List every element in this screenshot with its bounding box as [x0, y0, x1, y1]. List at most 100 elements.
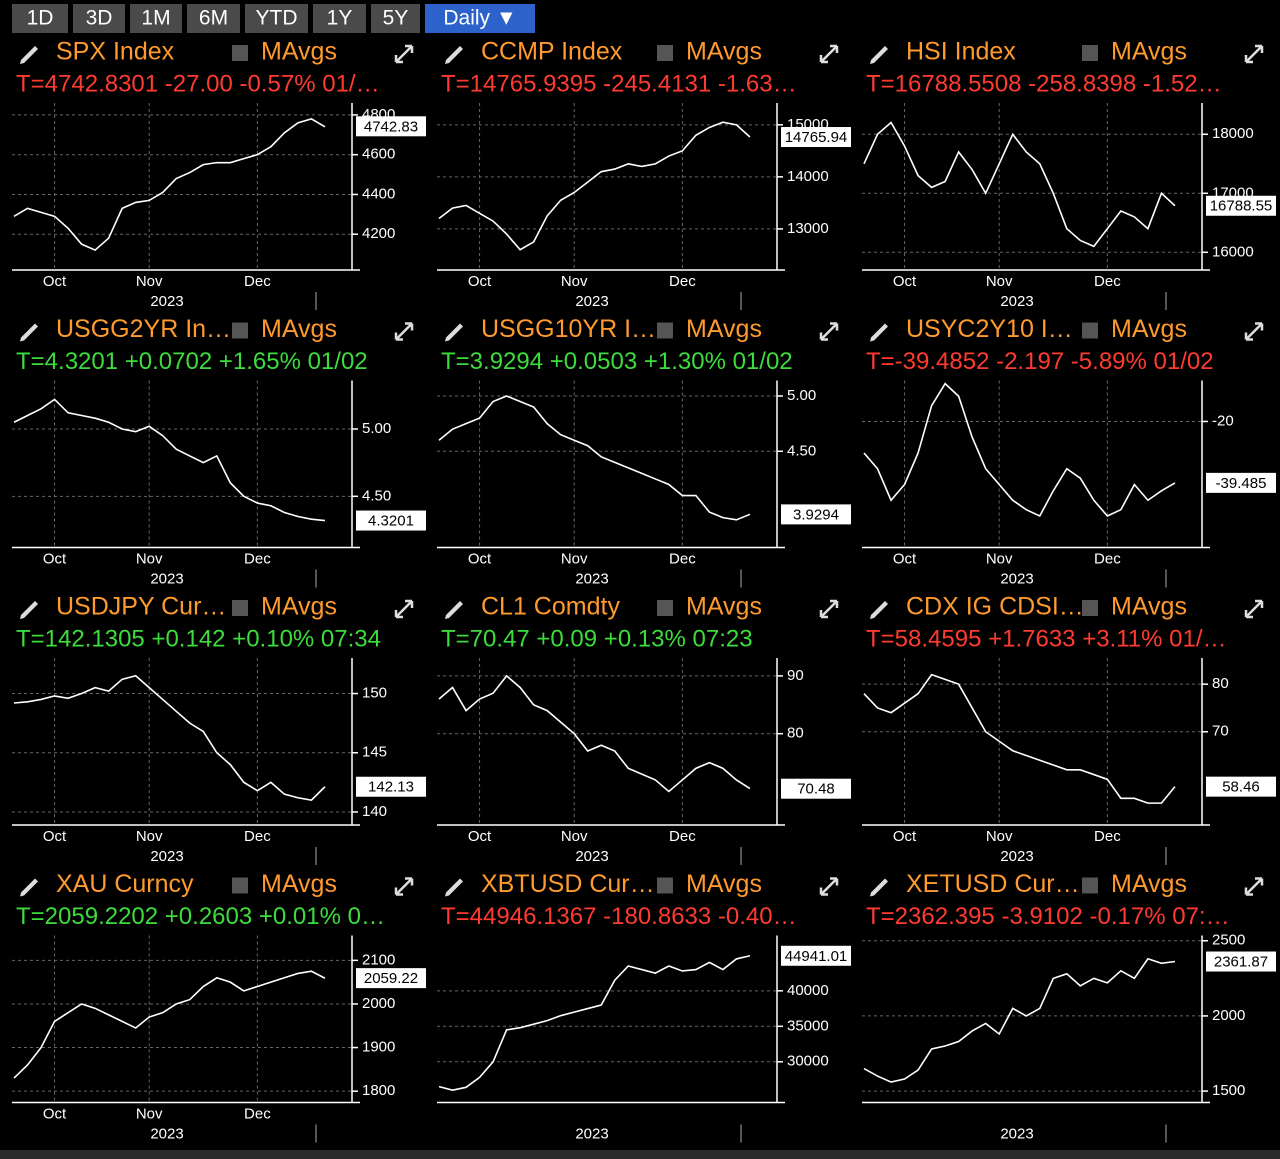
quote-line: T=4742.8301 -27.00 -0.57% 01/… [16, 70, 380, 97]
price-line [438, 955, 751, 1091]
mavgs-checkbox[interactable] [232, 45, 248, 61]
security-title: CCMP Index [481, 38, 623, 66]
last-price-box [781, 945, 851, 966]
quote-line: T=2362.395 -3.9102 -0.17% 07:… [866, 903, 1230, 930]
edit-icon[interactable] [870, 323, 888, 342]
expand-icon[interactable] [819, 322, 839, 341]
edit-icon[interactable] [20, 323, 38, 342]
y-tick-label: 2500 [1212, 932, 1245, 949]
mavgs-label[interactable]: MAvgs [1111, 593, 1187, 621]
toolbar-button[interactable] [187, 4, 240, 33]
mavgs-checkbox[interactable] [657, 877, 673, 894]
edit-icon[interactable] [20, 46, 38, 64]
edit-icon[interactable] [445, 601, 463, 619]
toolbar-button-label[interactable]: 6M [199, 7, 228, 30]
toolbar-button[interactable] [12, 4, 68, 33]
security-title: USGG10YR I… [481, 315, 656, 343]
price-line [863, 382, 1176, 518]
mavgs-checkbox[interactable] [657, 600, 673, 616]
mavgs-checkbox[interactable] [1082, 877, 1098, 894]
expand-icon[interactable] [1244, 599, 1264, 619]
mavgs-label[interactable]: MAvgs [686, 38, 762, 66]
mavgs-checkbox[interactable] [1082, 600, 1098, 616]
x-tick-label: Dec [669, 828, 696, 845]
toolbar-button-label[interactable]: 1M [141, 7, 170, 30]
x-tick-label: Oct [468, 273, 492, 290]
mavgs-label[interactable]: MAvgs [261, 593, 337, 621]
mavgs-checkbox[interactable] [232, 877, 248, 894]
x-tick-label: Nov [136, 550, 163, 567]
toolbar-button[interactable] [313, 4, 366, 33]
mavgs-label[interactable]: MAvgs [261, 870, 337, 898]
toolbar-button[interactable] [425, 4, 535, 33]
y-tick-label: 5.00 [787, 387, 816, 404]
expand-icon[interactable] [394, 877, 414, 896]
quote-line: T=14765.9395 -245.4131 -1.63… [441, 70, 797, 97]
edit-icon[interactable] [870, 46, 888, 64]
edit-icon[interactable] [445, 878, 463, 897]
last-price-box [1206, 195, 1276, 216]
x-tick-label: Dec [244, 273, 271, 290]
y-tick-label: 150 [362, 685, 387, 702]
edit-icon[interactable] [445, 323, 463, 342]
mavgs-checkbox[interactable] [232, 600, 248, 616]
last-price-box [781, 778, 851, 799]
toolbar-button-label[interactable]: Daily ▼ [443, 7, 516, 30]
price-line [438, 395, 751, 521]
expand-icon[interactable] [819, 877, 839, 896]
expand-icon[interactable] [394, 44, 414, 64]
mavgs-label[interactable]: MAvgs [261, 315, 337, 343]
toolbar-button-label[interactable]: 3D [86, 7, 113, 30]
expand-icon[interactable] [394, 599, 414, 619]
x-axis-year: 2023 [575, 570, 608, 587]
edit-icon[interactable] [20, 601, 38, 619]
toolbar-button[interactable] [371, 4, 420, 33]
edit-icon[interactable] [445, 46, 463, 64]
mavgs-label[interactable]: MAvgs [686, 593, 762, 621]
edit-icon[interactable] [870, 601, 888, 619]
x-tick-label: Nov [561, 828, 588, 845]
mavgs-label[interactable]: MAvgs [261, 38, 337, 66]
expand-icon[interactable] [819, 599, 839, 619]
quote-line: T=70.47 +0.09 +0.13% 07:23 [441, 625, 753, 652]
bottom-bar [0, 1150, 1280, 1159]
toolbar-button[interactable] [130, 4, 182, 33]
price-line [13, 970, 326, 1079]
mavgs-label[interactable]: MAvgs [686, 870, 762, 898]
mavgs-checkbox[interactable] [232, 322, 248, 339]
toolbar-button-label[interactable]: 5Y [383, 7, 409, 30]
expand-icon[interactable] [819, 44, 839, 64]
toolbar-button-label[interactable]: 1Y [327, 7, 353, 30]
x-axis-year: 2023 [575, 293, 608, 310]
mavgs-label[interactable]: MAvgs [1111, 38, 1187, 66]
edit-icon[interactable] [870, 878, 888, 897]
x-tick-label: Nov [136, 273, 163, 290]
toolbar-button[interactable] [245, 4, 308, 33]
mavgs-checkbox[interactable] [1082, 45, 1098, 61]
toolbar-button[interactable] [73, 4, 125, 33]
last-price-label: 14765.94 [785, 129, 848, 146]
mavgs-checkbox[interactable] [657, 45, 673, 61]
mavgs-label[interactable]: MAvgs [686, 315, 762, 343]
y-tick-label: 4400 [362, 185, 395, 202]
x-tick-label: Oct [468, 550, 492, 567]
x-tick-label: Nov [136, 1105, 163, 1122]
price-line [438, 121, 751, 251]
expand-icon[interactable] [394, 322, 414, 341]
y-tick-label: 4200 [362, 225, 395, 242]
mavgs-label[interactable]: MAvgs [1111, 870, 1187, 898]
y-tick-label: 40000 [787, 982, 829, 999]
x-tick-label: Dec [1094, 828, 1121, 845]
expand-icon[interactable] [1244, 322, 1264, 341]
mavgs-checkbox[interactable] [1082, 322, 1098, 339]
x-axis-year: 2023 [1000, 293, 1033, 310]
expand-icon[interactable] [1244, 877, 1264, 896]
mavgs-label[interactable]: MAvgs [1111, 315, 1187, 343]
x-tick-label: Oct [43, 550, 67, 567]
toolbar-button-label[interactable]: YTD [256, 7, 298, 30]
toolbar-button-label[interactable]: 1D [27, 7, 54, 30]
mavgs-checkbox[interactable] [657, 322, 673, 339]
expand-icon[interactable] [1244, 44, 1264, 64]
x-tick-label: Dec [244, 550, 271, 567]
edit-icon[interactable] [20, 878, 38, 897]
